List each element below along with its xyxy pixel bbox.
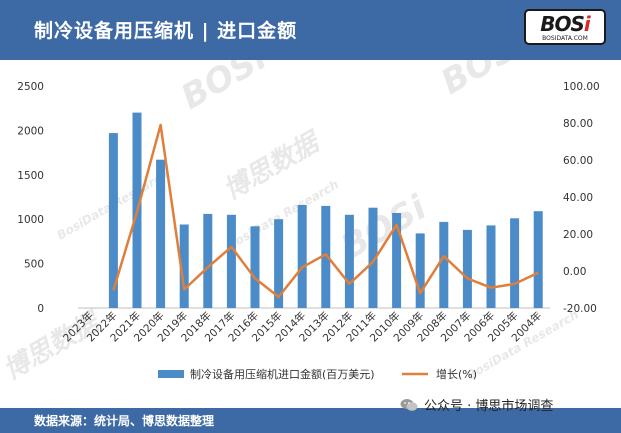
y-left-tick-label: 500 <box>24 259 44 271</box>
y-axis-right: -20.00 0.00 20.00 40.00 60.00 80.00 100.00 <box>563 81 600 315</box>
y-right-tick-label: 0.00 <box>563 266 586 278</box>
bar <box>297 205 307 308</box>
bar <box>250 226 260 308</box>
bar <box>321 205 331 308</box>
growth-line <box>112 123 539 299</box>
bar <box>274 219 284 308</box>
bar <box>179 224 189 308</box>
bar <box>368 207 378 308</box>
watermark-logo: BOSi <box>435 60 535 103</box>
logo-main-text: BOS <box>540 12 585 36</box>
y-left-tick-label: 1000 <box>17 214 44 226</box>
line-series <box>112 123 539 299</box>
bar <box>510 218 520 308</box>
bar <box>486 225 496 308</box>
y-right-tick-label: 100.00 <box>563 81 600 93</box>
legend-swatch-bar <box>158 370 184 378</box>
bar <box>226 214 236 308</box>
y-right-tick-label: 40.00 <box>563 192 593 204</box>
bar <box>415 233 425 308</box>
combo-chart: BOSi BOSi BOSi 博思数据 博思数据 BosiData Resear… <box>0 22 600 386</box>
bar <box>392 213 402 308</box>
bar <box>108 133 118 308</box>
x-axis-ticks: 2023年2022年2021年2020年2019年2018年2017年2016年… <box>60 309 544 345</box>
y-right-tick-label: 20.00 <box>563 229 593 241</box>
y-left-tick-label: 1500 <box>17 170 44 182</box>
header-bar: 制冷设备用压缩机 | 进口金额 BOSi BOSIDATA.COM <box>0 0 621 60</box>
y-right-tick-label: 60.00 <box>563 155 593 167</box>
legend-label-bar: 制冷设备用压缩机进口金额(百万美元) <box>190 367 375 381</box>
y-right-tick-label: -20.00 <box>563 303 597 315</box>
bar <box>344 214 354 308</box>
chart-area: BOSi BOSi BOSi 博思数据 博思数据 BosiData Resear… <box>0 22 621 408</box>
bosi-logo: BOSi BOSIDATA.COM <box>524 9 606 45</box>
watermark-logo: BOSi <box>175 60 275 118</box>
legend-label-line: 增长(%) <box>436 367 477 381</box>
data-source-note: 数据来源：统计局、博思数据整理 <box>34 414 215 428</box>
footer-bar: 数据来源：统计局、博思数据整理 <box>0 408 621 433</box>
wechat-account[interactable]: 公众号 · 博思市场调查 <box>400 395 553 414</box>
bar <box>533 211 543 308</box>
bar <box>462 229 472 308</box>
y-axis-left: 0 500 1000 1500 2000 2500 <box>17 81 44 315</box>
bar <box>439 221 449 308</box>
chart-legend: 制冷设备用压缩机进口金额(百万美元) 增长(%) <box>158 367 477 381</box>
wechat-label: 公众号 · 博思市场调查 <box>424 399 554 414</box>
bar <box>156 159 166 308</box>
y-left-tick-label: 0 <box>37 303 44 315</box>
logo-sub-text: BOSIDATA.COM <box>542 35 588 42</box>
wechat-icon <box>400 398 418 411</box>
y-right-tick-label: 80.00 <box>563 118 593 130</box>
logo-accent-text: i <box>583 12 591 36</box>
bar <box>203 213 213 308</box>
page-title: 制冷设备用压缩机 | 进口金额 <box>34 20 298 42</box>
y-left-tick-label: 2000 <box>17 125 44 137</box>
y-left-tick-label: 2500 <box>17 81 44 93</box>
